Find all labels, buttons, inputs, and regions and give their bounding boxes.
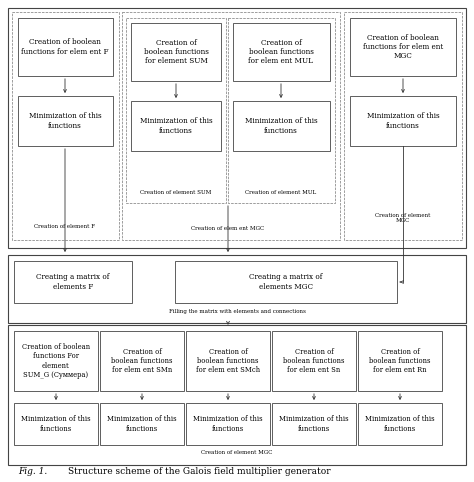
- Bar: [14, 261, 132, 303]
- Text: Minimization of this
functions: Minimization of this functions: [367, 112, 439, 130]
- Bar: [344, 12, 462, 240]
- Bar: [18, 18, 113, 76]
- Bar: [14, 403, 98, 445]
- Text: Minimization of this
functions: Minimization of this functions: [107, 415, 177, 433]
- Text: Minimization of this
functions: Minimization of this functions: [279, 415, 349, 433]
- Bar: [8, 8, 466, 248]
- Text: Creation of element F: Creation of element F: [35, 224, 95, 228]
- Bar: [233, 101, 330, 151]
- Bar: [358, 331, 442, 391]
- Bar: [228, 18, 335, 203]
- Text: Minimization of this
functions: Minimization of this functions: [245, 118, 317, 134]
- Bar: [18, 96, 113, 146]
- Bar: [358, 403, 442, 445]
- Text: Minimization of this
functions: Minimization of this functions: [365, 415, 435, 433]
- Text: Creation of boolean
functions for elem ent
MGC: Creation of boolean functions for elem e…: [363, 34, 443, 60]
- Bar: [8, 325, 466, 465]
- Bar: [186, 331, 270, 391]
- Bar: [8, 255, 466, 323]
- Text: Creation of boolean
functions For
element
SUM_G (Cyммера): Creation of boolean functions For elemen…: [22, 343, 90, 379]
- Text: Creating a matrix of
elements F: Creating a matrix of elements F: [36, 273, 109, 291]
- Bar: [131, 23, 221, 81]
- Bar: [272, 403, 356, 445]
- Text: Creation of
boolean functions
for elem ent Sn: Creation of boolean functions for elem e…: [283, 348, 345, 374]
- Bar: [100, 403, 184, 445]
- Text: Creation of element MUL: Creation of element MUL: [246, 190, 317, 196]
- Text: Minimization of this
functions: Minimization of this functions: [21, 415, 91, 433]
- Text: Creation of
boolean functions
for elem ent SMch: Creation of boolean functions for elem e…: [196, 348, 260, 374]
- Bar: [350, 96, 456, 146]
- Bar: [175, 261, 397, 303]
- Text: Creation of
boolean functions
for element SUM: Creation of boolean functions for elemen…: [144, 39, 209, 65]
- Bar: [122, 12, 340, 240]
- Bar: [186, 403, 270, 445]
- Text: Creation of
boolean functions
for elem ent MUL: Creation of boolean functions for elem e…: [248, 39, 313, 65]
- Text: Creation of element MGC: Creation of element MGC: [201, 450, 273, 455]
- Text: Creating a matrix of
elements MGC: Creating a matrix of elements MGC: [249, 273, 323, 291]
- Bar: [100, 331, 184, 391]
- Bar: [350, 18, 456, 76]
- Text: Minimization of this
functions: Minimization of this functions: [193, 415, 263, 433]
- Text: Fig. 1.: Fig. 1.: [18, 468, 47, 477]
- Bar: [12, 12, 119, 240]
- Bar: [14, 331, 98, 391]
- Bar: [272, 331, 356, 391]
- Text: Creation of boolean
functions for elem ent F: Creation of boolean functions for elem e…: [21, 39, 109, 55]
- Text: Minimization of this
functions: Minimization of this functions: [140, 118, 212, 134]
- Text: Creation of element
MGC: Creation of element MGC: [375, 213, 431, 223]
- Text: Filling the matrix with elements and connections: Filling the matrix with elements and con…: [169, 309, 305, 314]
- Text: Creation of
boolean functions
for elem ent SMn: Creation of boolean functions for elem e…: [111, 348, 173, 374]
- Bar: [131, 101, 221, 151]
- Bar: [233, 23, 330, 81]
- Text: Creation of
boolean functions
for elem ent Rn: Creation of boolean functions for elem e…: [369, 348, 431, 374]
- Text: Creation of elem ent MGC: Creation of elem ent MGC: [191, 226, 264, 230]
- Bar: [126, 18, 226, 203]
- Text: Structure scheme of the Galois field multiplier generator: Structure scheme of the Galois field mul…: [68, 468, 331, 477]
- Text: Minimization of this
functions: Minimization of this functions: [29, 112, 101, 130]
- Text: Creation of element SUM: Creation of element SUM: [140, 190, 212, 196]
